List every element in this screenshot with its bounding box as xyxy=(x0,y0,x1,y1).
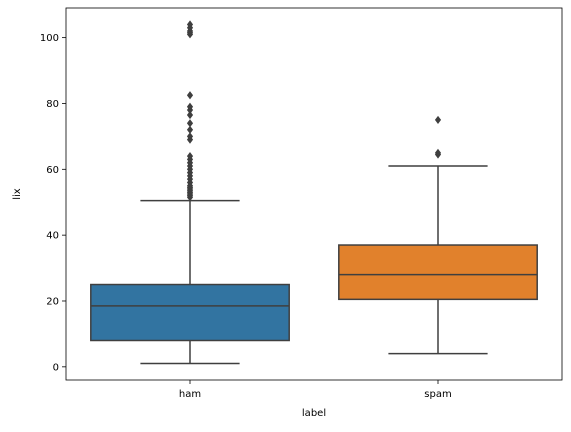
outlier-point xyxy=(186,91,194,100)
x-tick-label-spam: spam xyxy=(424,389,451,400)
y-tick-label: 80 xyxy=(46,99,59,110)
outlier-point xyxy=(186,102,194,111)
outlier-point xyxy=(186,110,194,120)
iqr-box xyxy=(338,244,538,301)
y-tick-label: 0 xyxy=(53,362,59,373)
y-tick-label: 40 xyxy=(46,231,59,242)
box-spam xyxy=(338,115,538,355)
y-tick-label: 100 xyxy=(40,33,59,44)
outlier-point xyxy=(186,132,194,141)
outlier-point xyxy=(434,148,442,157)
outlier-point xyxy=(186,119,194,128)
x-tick-label-ham: ham xyxy=(179,389,201,400)
outlier-point xyxy=(186,152,194,161)
outlier-point xyxy=(186,20,194,29)
y-axis-label: lix xyxy=(12,188,23,200)
box-ham xyxy=(90,20,290,365)
outlier-point xyxy=(186,125,194,134)
x-axis-label: label xyxy=(302,408,326,419)
outlier-point xyxy=(434,115,442,125)
y-tick-label: 20 xyxy=(46,296,59,307)
iqr-box xyxy=(90,283,290,342)
y-tick-label: 60 xyxy=(46,165,59,176)
plot-frame xyxy=(65,7,563,381)
